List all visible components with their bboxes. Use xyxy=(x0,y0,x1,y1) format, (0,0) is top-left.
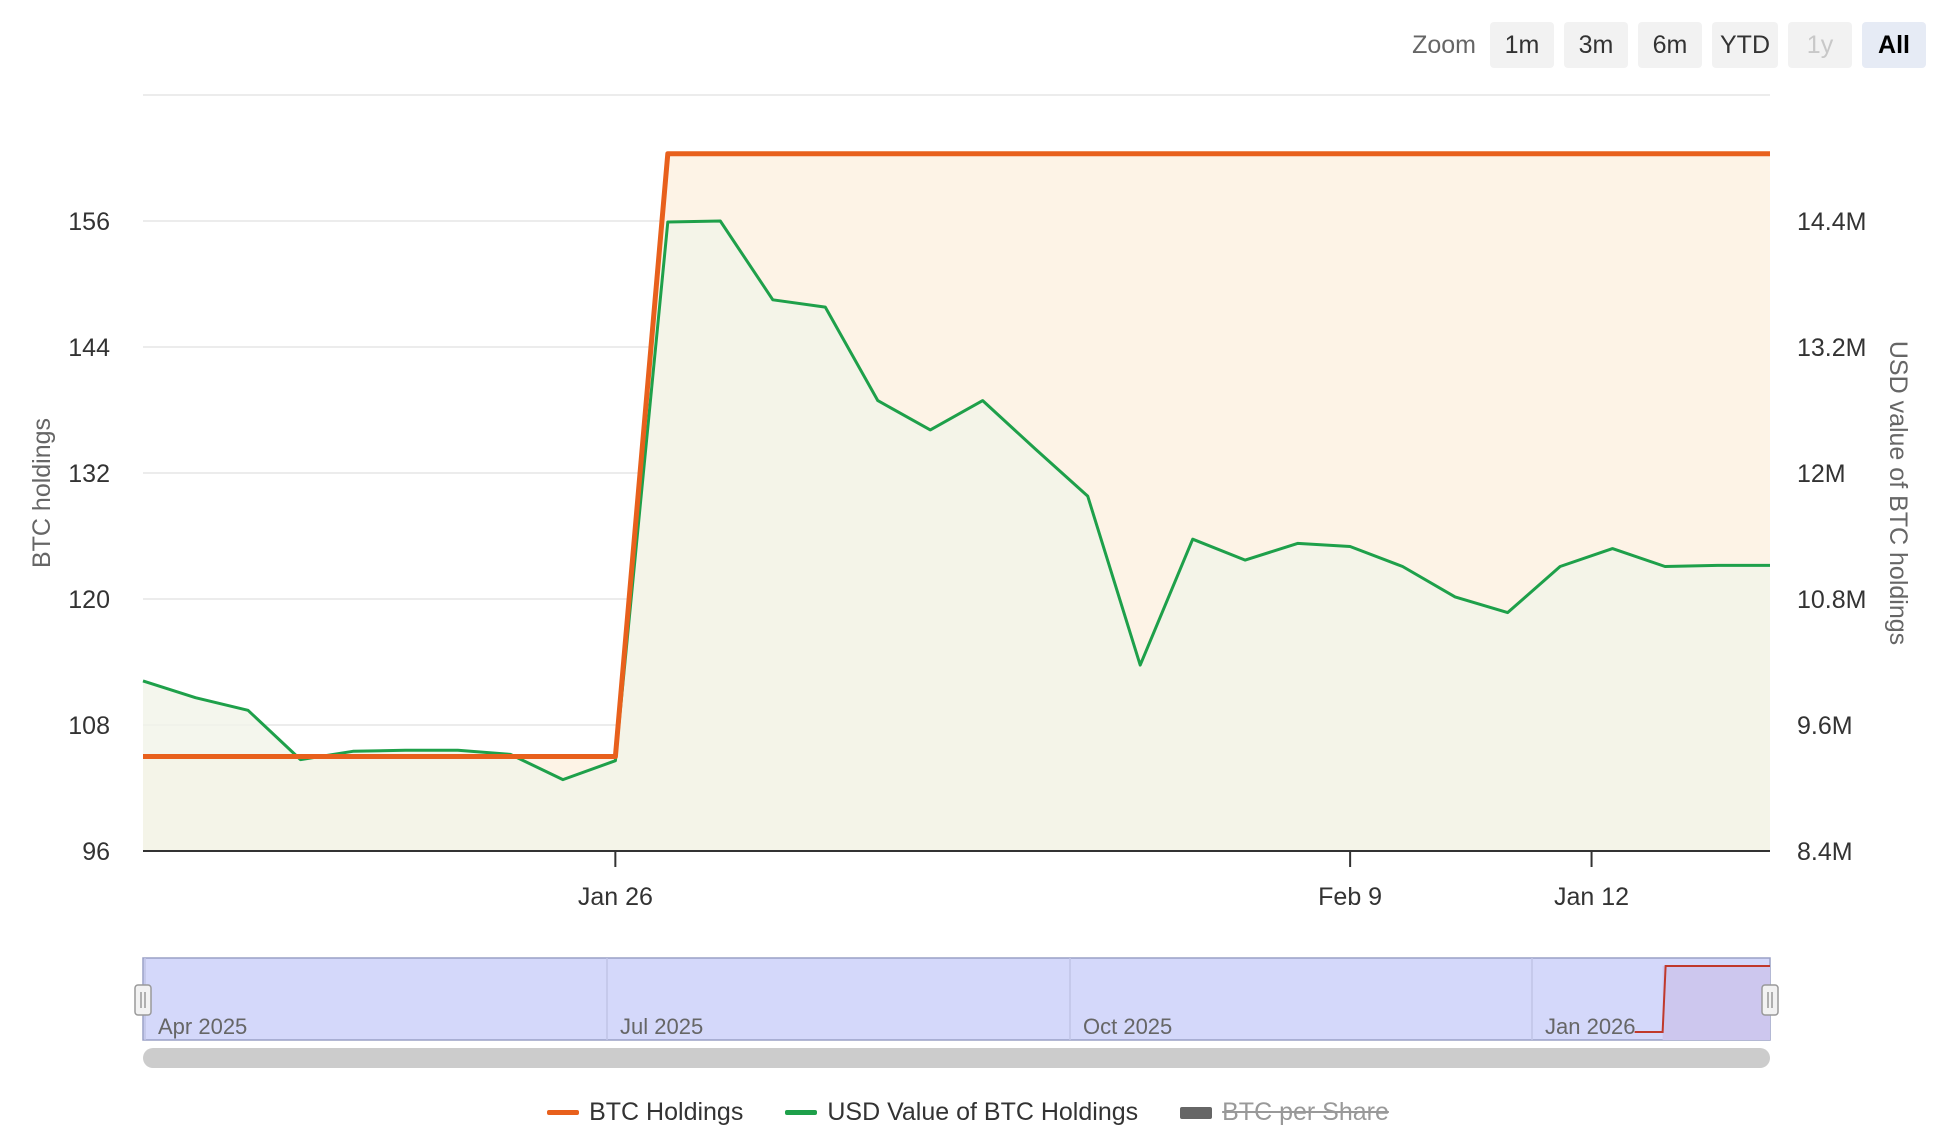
y-left-tick-label: 108 xyxy=(68,712,110,740)
y-left-tick-label: 120 xyxy=(68,586,110,614)
y-right-tick-label: 8.4M xyxy=(1797,838,1853,866)
navigator-handle-right[interactable] xyxy=(1761,984,1779,1016)
legend-label-btc-per-share: BTC per Share xyxy=(1222,1098,1389,1126)
zoom-ytd-button[interactable]: YTD xyxy=(1712,22,1778,68)
navigator-series-area xyxy=(1662,966,1770,1040)
y-right-tick-label: 10.8M xyxy=(1797,586,1866,614)
zoom-controls: Zoom 1m 3m 6m YTD 1y All xyxy=(1412,22,1926,68)
y-right-tick-label: 13.2M xyxy=(1797,334,1866,362)
y-right-tick-label: 12M xyxy=(1797,460,1846,488)
legend-swatch-btc-holdings xyxy=(547,1110,580,1115)
navigator-label: Oct 2025 xyxy=(1083,1014,1172,1039)
y-left-tick-label: 156 xyxy=(68,208,110,236)
legend-item-usd-value[interactable]: USD Value of BTC Holdings xyxy=(785,1098,1138,1127)
zoom-all-button[interactable]: All xyxy=(1862,22,1926,68)
legend-swatch-usd-value xyxy=(785,1110,818,1115)
legend: BTC Holdings USD Value of BTC Holdings B… xyxy=(0,1098,1936,1127)
series-btc-holdings-line xyxy=(143,151,1770,759)
y-right-tick-label: 9.6M xyxy=(1797,712,1853,740)
zoom-1y-button: 1y xyxy=(1788,22,1852,68)
legend-item-btc-per-share[interactable]: BTC per Share xyxy=(1180,1098,1389,1127)
navigator-handle-left[interactable] xyxy=(134,984,152,1016)
legend-swatch-btc-per-share xyxy=(1180,1106,1213,1119)
x-tick-label: Jan 26 xyxy=(578,883,653,911)
navigator-selected-range xyxy=(142,957,1771,1041)
navigator-label: Jan 2026 xyxy=(1545,1014,1636,1039)
y-left-tick-label: 96 xyxy=(82,838,110,866)
navigator-label: Apr 2025 xyxy=(158,1014,247,1039)
y-right-tick-label: 14.4M xyxy=(1797,208,1866,236)
legend-item-btc-holdings[interactable]: BTC Holdings xyxy=(547,1098,743,1127)
zoom-1m-button[interactable]: 1m xyxy=(1490,22,1554,68)
legend-label-btc-holdings: BTC Holdings xyxy=(589,1098,744,1126)
x-tick-label: Feb 9 xyxy=(1318,883,1382,911)
navigator-scrollbar[interactable] xyxy=(143,1048,1770,1068)
y-right-axis-title: USD value of BTC holdings xyxy=(1884,341,1912,645)
y-left-tick-label: 144 xyxy=(68,334,110,362)
legend-label-usd-value: USD Value of BTC Holdings xyxy=(827,1098,1139,1126)
zoom-3m-button[interactable]: 3m xyxy=(1564,22,1628,68)
x-tick-label: Jan 12 xyxy=(1554,883,1629,911)
zoom-6m-button[interactable]: 6m xyxy=(1638,22,1702,68)
series-usd-value-area xyxy=(143,221,1770,851)
navigator-label: Jul 2025 xyxy=(620,1014,703,1039)
series-usd-value-line xyxy=(142,219,1770,782)
y-left-axis-title: BTC holdings xyxy=(28,418,56,568)
navigator-series-line xyxy=(1634,965,1770,1033)
y-left-tick-label: 132 xyxy=(68,460,110,488)
zoom-label: Zoom xyxy=(1412,30,1476,59)
